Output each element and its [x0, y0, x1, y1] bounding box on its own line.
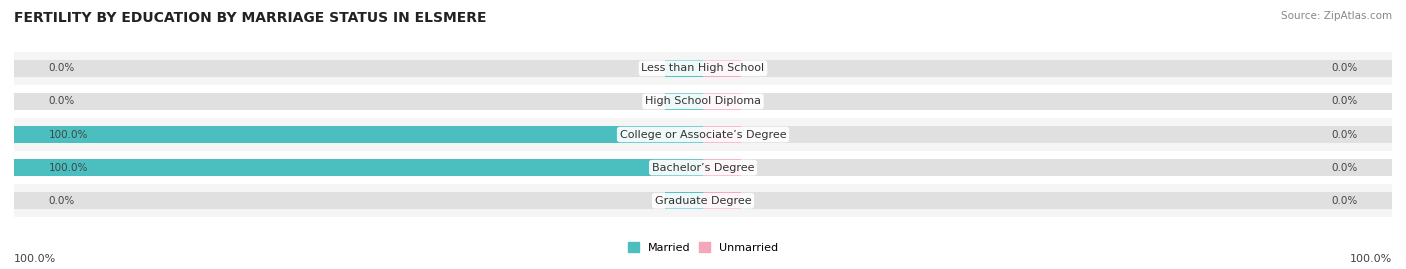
Bar [14, 85, 1392, 118]
Text: 0.0%: 0.0% [48, 96, 75, 107]
Bar [665, 60, 703, 77]
Bar [703, 93, 741, 110]
Bar [665, 192, 703, 209]
Text: Less than High School: Less than High School [641, 63, 765, 73]
Text: College or Associate’s Degree: College or Associate’s Degree [620, 129, 786, 140]
Legend: Married, Unmarried: Married, Unmarried [627, 242, 779, 253]
Bar [665, 93, 703, 110]
Text: 0.0%: 0.0% [1331, 63, 1358, 73]
Bar [703, 126, 741, 143]
Bar [14, 126, 703, 143]
Bar [14, 126, 1392, 143]
Text: 100.0%: 100.0% [1350, 254, 1392, 264]
Bar [14, 60, 1392, 77]
Bar [14, 192, 1392, 209]
Bar [703, 192, 741, 209]
Bar [665, 126, 703, 143]
Text: Graduate Degree: Graduate Degree [655, 196, 751, 206]
Bar [14, 151, 1392, 184]
Text: FERTILITY BY EDUCATION BY MARRIAGE STATUS IN ELSMERE: FERTILITY BY EDUCATION BY MARRIAGE STATU… [14, 11, 486, 25]
Bar [703, 60, 741, 77]
Text: 100.0%: 100.0% [48, 162, 89, 173]
Bar [14, 159, 1392, 176]
Bar [14, 93, 1392, 110]
Bar [14, 184, 1392, 217]
Text: 0.0%: 0.0% [48, 196, 75, 206]
Text: 0.0%: 0.0% [1331, 162, 1358, 173]
Bar [703, 159, 741, 176]
Text: Bachelor’s Degree: Bachelor’s Degree [652, 162, 754, 173]
Bar [14, 159, 703, 176]
Text: 100.0%: 100.0% [48, 129, 89, 140]
Text: Source: ZipAtlas.com: Source: ZipAtlas.com [1281, 11, 1392, 21]
Text: 0.0%: 0.0% [1331, 96, 1358, 107]
Text: High School Diploma: High School Diploma [645, 96, 761, 107]
Text: 100.0%: 100.0% [14, 254, 56, 264]
Bar [14, 52, 1392, 85]
Text: 0.0%: 0.0% [48, 63, 75, 73]
Text: 0.0%: 0.0% [1331, 196, 1358, 206]
Bar [665, 159, 703, 176]
Bar [14, 118, 1392, 151]
Text: 0.0%: 0.0% [1331, 129, 1358, 140]
